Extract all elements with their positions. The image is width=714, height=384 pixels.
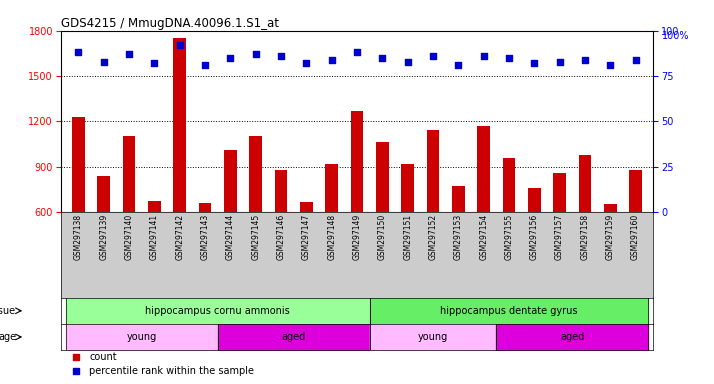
Point — [453, 62, 464, 68]
Text: age: age — [0, 332, 16, 342]
Point — [276, 53, 287, 59]
Text: GSM297155: GSM297155 — [505, 214, 513, 260]
Text: aged: aged — [560, 332, 584, 342]
Bar — [224, 150, 237, 212]
Text: GSM297138: GSM297138 — [74, 214, 83, 260]
Point — [70, 354, 81, 360]
Text: GSM297145: GSM297145 — [251, 214, 260, 260]
Point — [351, 50, 363, 56]
Text: GSM297154: GSM297154 — [479, 214, 488, 260]
Text: hippocampus dentate gyrus: hippocampus dentate gyrus — [441, 306, 578, 316]
Text: GDS4215 / MmugDNA.40096.1.S1_at: GDS4215 / MmugDNA.40096.1.S1_at — [61, 17, 278, 30]
Bar — [528, 188, 540, 212]
Point — [124, 51, 135, 57]
Text: GSM297159: GSM297159 — [605, 214, 615, 260]
Point — [174, 42, 186, 48]
Bar — [97, 175, 110, 212]
Text: young: young — [126, 332, 157, 342]
Bar — [578, 154, 591, 212]
Text: GSM297146: GSM297146 — [276, 214, 286, 260]
Text: aged: aged — [281, 332, 306, 342]
Point — [503, 55, 515, 61]
Point — [250, 51, 261, 57]
Text: GSM297143: GSM297143 — [201, 214, 209, 260]
Point — [225, 55, 236, 61]
Text: tissue: tissue — [0, 306, 16, 316]
Point — [326, 56, 338, 63]
Bar — [300, 202, 313, 212]
Text: GSM297142: GSM297142 — [175, 214, 184, 260]
Bar — [477, 126, 490, 212]
Text: count: count — [89, 352, 117, 362]
Bar — [553, 173, 566, 212]
Text: GSM297147: GSM297147 — [302, 214, 311, 260]
Bar — [452, 186, 465, 212]
Bar — [174, 38, 186, 212]
Text: GSM297153: GSM297153 — [454, 214, 463, 260]
Text: percentile rank within the sample: percentile rank within the sample — [89, 366, 254, 376]
Text: GSM297144: GSM297144 — [226, 214, 235, 260]
Bar — [351, 111, 363, 212]
Bar — [148, 201, 161, 212]
Bar — [503, 157, 516, 212]
Text: GSM297149: GSM297149 — [353, 214, 361, 260]
Text: GSM297156: GSM297156 — [530, 214, 539, 260]
Point — [73, 50, 84, 56]
Point — [579, 56, 590, 63]
Bar — [629, 170, 642, 212]
Bar — [401, 164, 414, 212]
Bar — [249, 136, 262, 212]
Point — [149, 60, 160, 66]
Point — [427, 53, 438, 59]
Text: hippocampus cornu ammonis: hippocampus cornu ammonis — [146, 306, 290, 316]
Bar — [123, 136, 136, 212]
Point — [478, 53, 489, 59]
Point — [98, 58, 109, 65]
Point — [528, 60, 540, 66]
Point — [554, 58, 565, 65]
Point — [630, 56, 641, 63]
Text: GSM297148: GSM297148 — [327, 214, 336, 260]
Point — [605, 62, 616, 68]
Point — [199, 62, 211, 68]
Point — [301, 60, 312, 66]
Bar — [275, 170, 287, 212]
Text: GSM297160: GSM297160 — [631, 214, 640, 260]
Point — [70, 368, 81, 374]
Text: GSM297139: GSM297139 — [99, 214, 109, 260]
Text: GSM297141: GSM297141 — [150, 214, 159, 260]
Text: young: young — [418, 332, 448, 342]
Text: GSM297152: GSM297152 — [428, 214, 438, 260]
Text: GSM297150: GSM297150 — [378, 214, 387, 260]
Point — [402, 58, 413, 65]
Text: GSM297151: GSM297151 — [403, 214, 412, 260]
Point — [376, 55, 388, 61]
Bar — [198, 203, 211, 212]
Text: 100%: 100% — [662, 31, 690, 41]
Text: GSM297158: GSM297158 — [580, 214, 590, 260]
Text: GSM297140: GSM297140 — [124, 214, 134, 260]
Bar — [427, 130, 439, 212]
Bar — [604, 204, 617, 212]
Text: GSM297157: GSM297157 — [555, 214, 564, 260]
Bar — [72, 117, 85, 212]
Bar — [326, 164, 338, 212]
Bar — [376, 142, 388, 212]
